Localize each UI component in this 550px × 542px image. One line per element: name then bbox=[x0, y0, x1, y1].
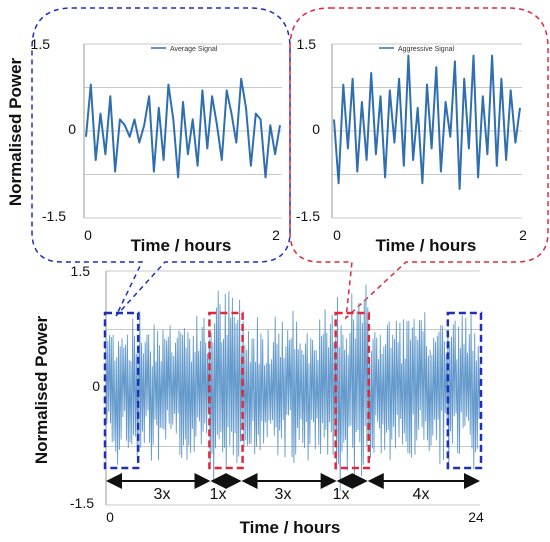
average-signal-line bbox=[85, 77, 281, 179]
y-tick-top: 1.5 bbox=[297, 36, 317, 52]
segment-label-2: 1x bbox=[210, 486, 227, 503]
aggressive-signal-line bbox=[333, 54, 521, 190]
x-tick-start: 0 bbox=[84, 227, 92, 243]
y-tick-bottom: -1.5 bbox=[70, 495, 94, 511]
highlight-window-4 bbox=[446, 311, 483, 470]
highlight-window-3 bbox=[334, 311, 371, 470]
x-tick-start: 0 bbox=[106, 509, 114, 525]
x-axis-label: Time / hours bbox=[376, 236, 477, 255]
x-tick-end: 2 bbox=[272, 227, 280, 243]
grid-lines bbox=[83, 43, 282, 219]
highlight-windows bbox=[103, 311, 483, 470]
y-tick-zero: 0 bbox=[92, 378, 100, 394]
x-tick-end: 24 bbox=[468, 509, 484, 525]
x-axis-label: Time / hours bbox=[131, 236, 232, 255]
y-tick-zero: 0 bbox=[68, 121, 76, 137]
aggressive-signal-chart: 1.5 0 -1.5 0 2 Time / hours Aggressive S… bbox=[296, 36, 527, 255]
y-tick-top: 1.5 bbox=[31, 36, 51, 52]
segment-label-3: 3x bbox=[275, 486, 292, 503]
highlight-window-1 bbox=[103, 311, 140, 470]
y-tick-bottom: -1.5 bbox=[42, 208, 66, 224]
y-tick-top: 1.5 bbox=[71, 263, 91, 279]
x-axis-label: Time / hours bbox=[240, 518, 341, 537]
average-callout-bubble bbox=[31, 7, 291, 317]
legend-label: Aggressive Signal bbox=[398, 46, 454, 53]
average-signal-series bbox=[85, 77, 281, 179]
y-axis-label: Normalised Power bbox=[32, 315, 51, 464]
segment-label-5: 4x bbox=[413, 486, 430, 503]
x-tick-end: 2 bbox=[519, 227, 527, 243]
full-day-signal-line bbox=[105, 284, 481, 492]
y-tick-bottom: -1.5 bbox=[296, 208, 320, 224]
y-axis-label: Normalised Power bbox=[6, 57, 25, 206]
y-tick-zero: 0 bbox=[312, 121, 320, 137]
average-signal-chart: 1.5 0 -1.5 0 2 Time / hours Normalised P… bbox=[6, 36, 282, 255]
full-day-signal-chart: 1.5 0 -1.5 0 24 Time / hours Normalised … bbox=[32, 263, 484, 537]
segment-label-4: 1x bbox=[333, 486, 350, 503]
aggressive-signal-series bbox=[333, 54, 521, 190]
full-day-signal-series bbox=[105, 284, 481, 492]
x-tick-start: 0 bbox=[333, 227, 341, 243]
highlight-window-2 bbox=[208, 311, 244, 470]
segment-label-1: 3x bbox=[154, 486, 171, 503]
legend-label: Average Signal bbox=[170, 46, 218, 53]
